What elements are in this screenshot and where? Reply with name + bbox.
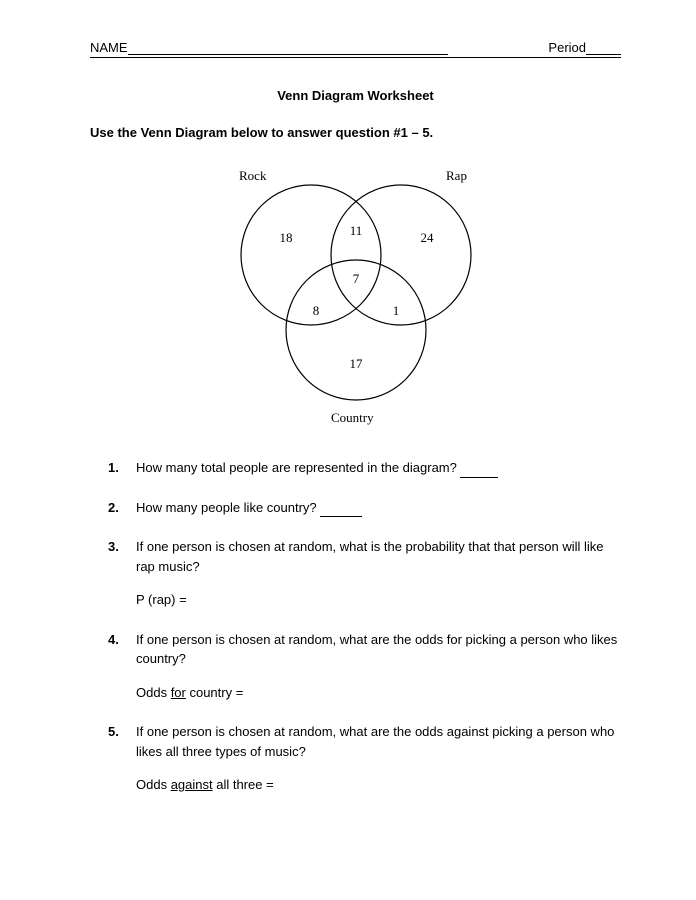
question-item: 3.If one person is chosen at random, wha… bbox=[108, 537, 621, 610]
question-number: 1. bbox=[108, 458, 136, 478]
instruction-text: Use the Venn Diagram below to answer que… bbox=[90, 125, 621, 140]
question-item: 4.If one person is chosen at random, wha… bbox=[108, 630, 621, 703]
venn-value-ab: 11 bbox=[349, 223, 362, 238]
header-content: NAME Period bbox=[90, 40, 621, 55]
question-item: 2.How many people like country? bbox=[108, 498, 621, 518]
question-prompt: How many people like country? bbox=[136, 500, 317, 515]
name-field: NAME bbox=[90, 40, 448, 55]
venn-label-rap: Rap bbox=[446, 168, 467, 183]
venn-value-a: 18 bbox=[279, 230, 292, 245]
sub-underline: against bbox=[171, 777, 213, 792]
name-label: NAME bbox=[90, 40, 128, 55]
name-blank[interactable] bbox=[128, 54, 448, 55]
question-prompt: How many total people are represented in… bbox=[136, 460, 457, 475]
venn-value-bc: 1 bbox=[392, 303, 399, 318]
venn-circle-rock bbox=[241, 185, 381, 325]
question-sub-answer: P (rap) = bbox=[136, 590, 621, 610]
question-number: 3. bbox=[108, 537, 136, 610]
worksheet-title: Venn Diagram Worksheet bbox=[90, 88, 621, 103]
period-field: Period bbox=[548, 40, 621, 55]
question-number: 4. bbox=[108, 630, 136, 703]
question-item: 5.If one person is chosen at random, wha… bbox=[108, 722, 621, 795]
question-text: If one person is chosen at random, what … bbox=[136, 630, 621, 703]
sub-suffix: all three = bbox=[213, 777, 274, 792]
venn-value-b: 24 bbox=[420, 230, 434, 245]
header-line: NAME Period bbox=[90, 40, 621, 58]
sub-prefix: Odds bbox=[136, 777, 171, 792]
venn-value-ac: 8 bbox=[312, 303, 319, 318]
sub-suffix: country = bbox=[186, 685, 243, 700]
period-blank[interactable] bbox=[586, 54, 621, 55]
question-number: 2. bbox=[108, 498, 136, 518]
sub-underline: for bbox=[171, 685, 186, 700]
question-sub-answer: Odds for country = bbox=[136, 683, 621, 703]
venn-container: Rock Rap Country 18 24 17 11 8 1 7 bbox=[90, 160, 621, 430]
venn-label-country: Country bbox=[331, 410, 374, 425]
question-prompt: If one person is chosen at random, what … bbox=[136, 632, 617, 667]
venn-label-rock: Rock bbox=[239, 168, 267, 183]
sub-prefix: Odds bbox=[136, 685, 171, 700]
venn-circle-rap bbox=[331, 185, 471, 325]
question-text: How many total people are represented in… bbox=[136, 458, 621, 478]
questions-list: 1.How many total people are represented … bbox=[90, 458, 621, 795]
question-item: 1.How many total people are represented … bbox=[108, 458, 621, 478]
answer-blank[interactable] bbox=[460, 477, 498, 478]
question-text: If one person is chosen at random, what … bbox=[136, 537, 621, 610]
answer-blank[interactable] bbox=[320, 516, 362, 517]
question-prompt: If one person is chosen at random, what … bbox=[136, 724, 614, 759]
question-text: If one person is chosen at random, what … bbox=[136, 722, 621, 795]
venn-value-abc: 7 bbox=[352, 271, 359, 286]
period-label: Period bbox=[548, 40, 586, 55]
question-sub-answer: Odds against all three = bbox=[136, 775, 621, 795]
question-number: 5. bbox=[108, 722, 136, 795]
question-prompt: If one person is chosen at random, what … bbox=[136, 539, 604, 574]
venn-value-c: 17 bbox=[349, 356, 363, 371]
question-text: How many people like country? bbox=[136, 498, 621, 518]
venn-diagram: Rock Rap Country 18 24 17 11 8 1 7 bbox=[181, 160, 531, 430]
sub-prefix: P (rap) = bbox=[136, 592, 187, 607]
